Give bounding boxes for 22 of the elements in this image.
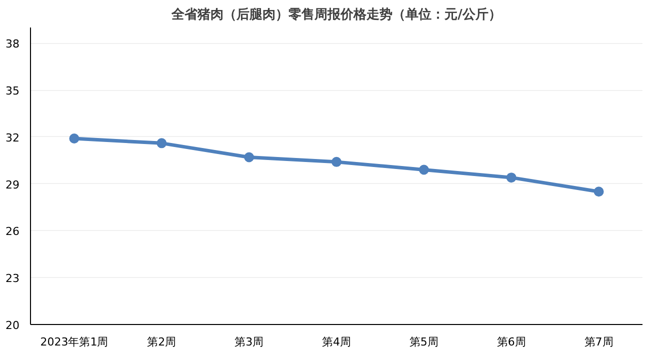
- chart-title: 全省猪肉（后腿肉）零售周报价格走势（单位：元/公斤）: [170, 6, 502, 22]
- y-tick-label: 29: [6, 178, 20, 192]
- x-tick-label: 第2周: [147, 336, 176, 348]
- y-tick-label: 26: [6, 225, 20, 238]
- x-tick-label: 第5周: [409, 336, 438, 348]
- x-tick-label: 第6周: [496, 336, 526, 348]
- x-tick-label: 2023年第1周: [40, 336, 108, 348]
- y-tick-label: 35: [6, 84, 20, 98]
- point: [332, 156, 342, 167]
- x-tick-label: 第7周: [584, 336, 614, 348]
- y-tick-label: 38: [6, 38, 20, 51]
- x-tick-label: 第4周: [322, 336, 351, 348]
- point: [594, 186, 604, 197]
- y-tick-label: 32: [6, 131, 20, 144]
- point: [156, 138, 167, 148]
- point: [506, 172, 516, 183]
- x-tick-label: 第3周: [234, 336, 264, 348]
- point: [69, 133, 80, 144]
- y-tick-label: 20: [6, 319, 20, 332]
- point: [244, 152, 254, 162]
- y-tick-label: 23: [6, 272, 20, 286]
- point: [418, 164, 429, 175]
